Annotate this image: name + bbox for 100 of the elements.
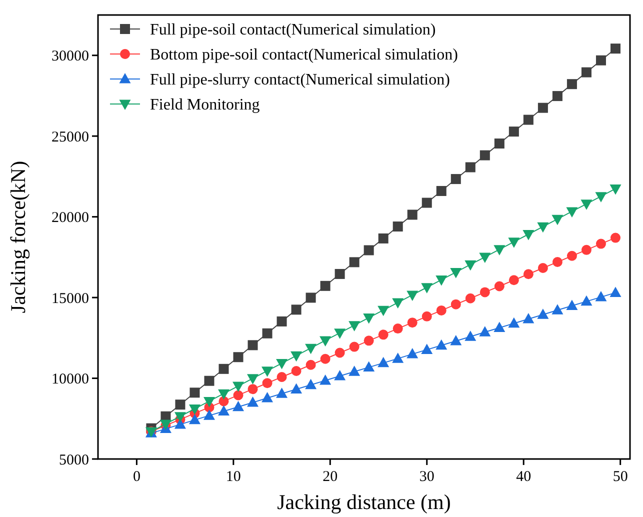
point [595, 192, 607, 202]
point [406, 290, 418, 301]
point [218, 389, 230, 400]
point [175, 400, 186, 410]
point [523, 114, 534, 125]
point [464, 330, 476, 341]
point [276, 359, 288, 370]
point [580, 295, 592, 306]
point [290, 351, 302, 362]
point [378, 306, 390, 316]
point [364, 245, 374, 256]
point [464, 260, 476, 271]
y-tick-label: 15000 [52, 290, 89, 307]
point [204, 376, 214, 386]
x-tick-label: 0 [132, 469, 140, 485]
point [596, 238, 606, 249]
point [566, 250, 577, 261]
point [218, 405, 230, 416]
y-tick-label: 25000 [52, 129, 89, 146]
point [349, 257, 360, 268]
point [421, 283, 433, 294]
point [494, 138, 504, 149]
point [465, 162, 476, 172]
point [552, 214, 564, 226]
point [494, 322, 506, 332]
point [262, 392, 274, 402]
point [334, 328, 346, 339]
point [320, 336, 332, 346]
y-tick-label: 20000 [52, 210, 89, 226]
point [537, 222, 549, 233]
point [247, 374, 259, 384]
legend-label: Field Monitoring [150, 96, 260, 114]
point [610, 184, 622, 195]
point [610, 232, 620, 243]
legend-label: Bottom pipe-soil contact(Numerical simulation) [150, 46, 458, 64]
point [232, 400, 244, 412]
point [436, 339, 448, 350]
point [348, 321, 360, 332]
point [595, 291, 607, 302]
legend-label: Full pipe-slurry contact(Numerical simulation) [150, 72, 450, 89]
legend-label: Full pipe-soil contact(Numerical simulation) [150, 22, 436, 39]
point [320, 280, 330, 291]
point [378, 233, 388, 244]
point [306, 292, 316, 303]
point [305, 344, 317, 354]
point [276, 388, 288, 398]
point [479, 326, 491, 336]
point [552, 91, 562, 102]
point [247, 396, 259, 407]
point [538, 102, 548, 113]
point [276, 372, 287, 382]
x-tick-label: 50 [612, 469, 628, 485]
point [538, 263, 548, 273]
point [188, 404, 200, 415]
point [465, 293, 476, 304]
point [218, 364, 229, 374]
point [363, 361, 375, 372]
point [378, 330, 388, 340]
point [233, 352, 244, 362]
point [421, 344, 433, 354]
point [610, 44, 620, 54]
point [407, 318, 418, 328]
point [436, 305, 446, 316]
point [348, 366, 360, 376]
point [508, 238, 520, 248]
point [392, 324, 403, 334]
point [276, 316, 287, 326]
x-tick-label: 10 [226, 469, 241, 485]
point [320, 354, 330, 364]
point [494, 245, 506, 256]
point [262, 328, 272, 338]
point [566, 300, 578, 310]
point [248, 384, 258, 394]
point [523, 269, 534, 280]
point [203, 396, 215, 408]
point [436, 276, 448, 286]
point [392, 352, 404, 363]
point [407, 210, 418, 220]
point [349, 342, 360, 352]
point [320, 374, 332, 385]
point [610, 286, 622, 297]
point [233, 390, 244, 400]
point [566, 79, 577, 90]
point [422, 198, 432, 208]
point [291, 304, 302, 315]
x-axis-title: Jacking distance (m) [277, 490, 451, 514]
point [508, 317, 520, 328]
y-tick-label: 30000 [52, 48, 89, 65]
point [334, 370, 346, 380]
point [450, 268, 462, 278]
x-tick-label: 40 [516, 469, 532, 485]
point [305, 378, 317, 390]
point [508, 126, 519, 137]
point [566, 207, 578, 218]
point [188, 414, 200, 424]
point [262, 378, 272, 388]
point [334, 268, 345, 279]
point [522, 230, 534, 240]
point [262, 366, 274, 377]
y-tick-label: 10000 [52, 372, 89, 388]
